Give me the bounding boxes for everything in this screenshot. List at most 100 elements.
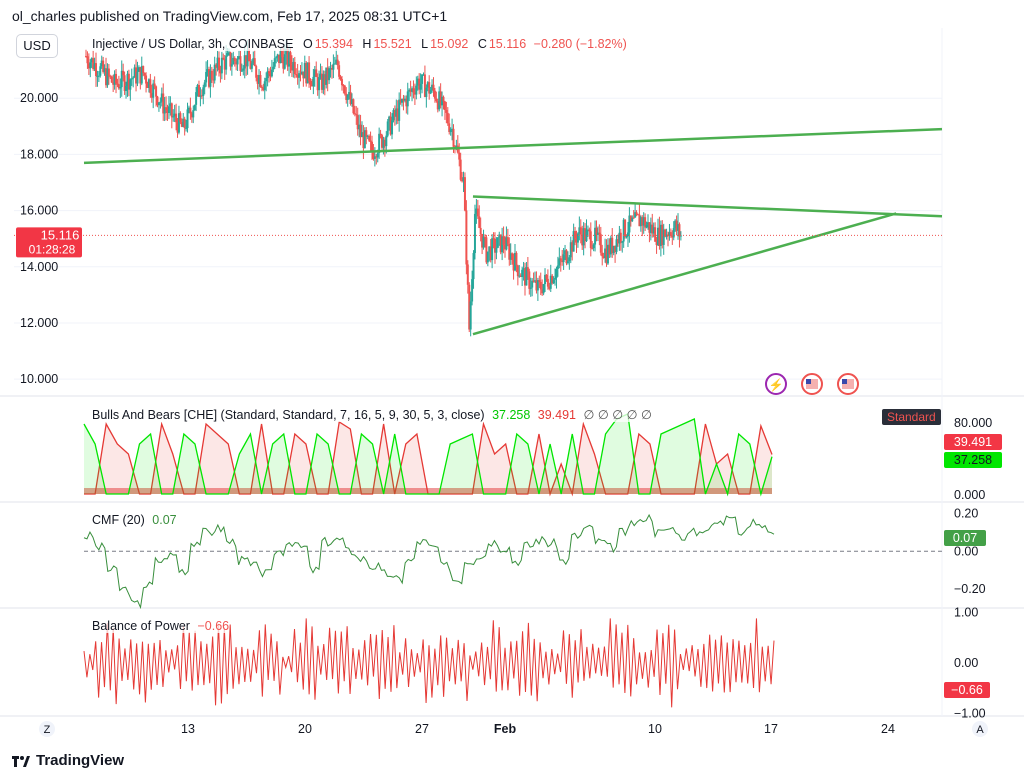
trendline-2: [472, 212, 897, 336]
candle-body: [483, 236, 486, 238]
candle-body: [186, 109, 189, 129]
candle-body: [512, 259, 515, 271]
candle-body: [210, 70, 213, 80]
cmf-tick: −0.20: [954, 582, 986, 596]
price-tick-label: 16.000: [20, 204, 58, 218]
candle-body: [518, 275, 521, 277]
candle-body: [549, 275, 552, 289]
candle-body: [179, 113, 182, 122]
candle-body: [566, 261, 569, 264]
candle-body: [508, 243, 511, 260]
candle-body: [505, 237, 508, 250]
candle-body: [325, 67, 328, 85]
candle-body: [625, 236, 628, 238]
currency-button[interactable]: USD: [16, 34, 58, 58]
candle-body: [559, 258, 562, 261]
cmf-title: CMF (20): [92, 513, 145, 527]
candle-body: [239, 56, 242, 71]
candle-body: [323, 74, 326, 85]
candle-body: [87, 63, 90, 69]
candle-body: [103, 68, 106, 72]
low-value: 15.092: [430, 37, 469, 51]
candle-body: [521, 269, 524, 277]
main-legend: Injective / US Dollar, 3h, COINBASE O 15.…: [92, 37, 627, 51]
z-button: Z: [44, 724, 51, 736]
bulls-series-line: [83, 413, 773, 497]
candle-body: [152, 83, 155, 98]
x-tick-label: 24: [881, 722, 895, 736]
candle-body: [279, 51, 282, 64]
price-tag-value: 15.116: [41, 227, 80, 242]
candle-body: [463, 177, 466, 211]
candle-body: [110, 76, 113, 83]
candle-body: [565, 250, 568, 264]
candle-body: [658, 227, 661, 246]
candle-body: [313, 69, 316, 77]
candle-body: [245, 55, 248, 67]
candle-body: [385, 135, 388, 147]
candle-body: [433, 90, 436, 99]
candle-body: [230, 64, 233, 67]
candle-body: [293, 61, 296, 75]
candle-body: [554, 278, 557, 280]
candle-body: [529, 287, 532, 289]
candle-body: [335, 59, 338, 64]
candle-body: [220, 57, 223, 74]
candle-body: [363, 130, 366, 149]
candle-body: [403, 98, 406, 101]
candle-body: [605, 248, 608, 264]
candle-body: [502, 236, 505, 245]
candle-body: [125, 86, 128, 91]
candle-body: [535, 280, 538, 291]
candle-body: [578, 227, 581, 234]
candle-body: [295, 74, 298, 76]
candle-body: [369, 140, 372, 142]
candle-body: [646, 222, 649, 225]
candle-body: [471, 279, 474, 302]
candle-body: [119, 87, 122, 89]
candle-body: [496, 237, 499, 248]
bears-badge-box: [944, 434, 1002, 450]
candle-body: [309, 80, 312, 85]
candle-body: [338, 65, 341, 77]
candle-body: [488, 246, 491, 252]
candle-body: [412, 88, 415, 93]
candle-body: [253, 58, 256, 67]
candle-body: [442, 96, 445, 102]
candle-body: [561, 260, 564, 263]
cmf-tick: 0.20: [954, 506, 978, 520]
candle-body: [569, 242, 572, 258]
candle-body: [163, 107, 166, 114]
candle-body: [526, 267, 529, 272]
tradingview-brand[interactable]: TradingView: [12, 752, 124, 769]
candle-body: [629, 215, 632, 222]
candle-body: [116, 83, 119, 85]
candle-body: [366, 135, 369, 137]
candle-body: [478, 216, 481, 228]
bulls-value: 37.258: [492, 408, 531, 422]
candle-body: [268, 71, 271, 74]
candle-body: [160, 93, 163, 102]
candle-body: [135, 67, 138, 84]
candle-body: [183, 118, 186, 129]
candle-body: [608, 244, 611, 255]
candle-body: [421, 74, 424, 84]
candle-body: [147, 79, 150, 88]
candle-body: [431, 84, 434, 91]
candle-body: [95, 63, 98, 77]
candle-body: [195, 92, 198, 105]
candle-body: [132, 77, 135, 79]
cmf-badge-box: [944, 530, 986, 546]
open-value: 15.394: [314, 37, 353, 51]
candle-body: [289, 52, 292, 65]
candle-body: [187, 107, 190, 110]
brand-name: TradingView: [36, 752, 125, 769]
candle-body: [435, 98, 438, 102]
candle-body: [678, 224, 681, 237]
candle-body: [677, 224, 680, 231]
candle-body: [679, 235, 682, 237]
candle-body: [320, 73, 323, 90]
candle-body: [203, 82, 206, 88]
x-tick-label: Feb: [494, 722, 517, 736]
